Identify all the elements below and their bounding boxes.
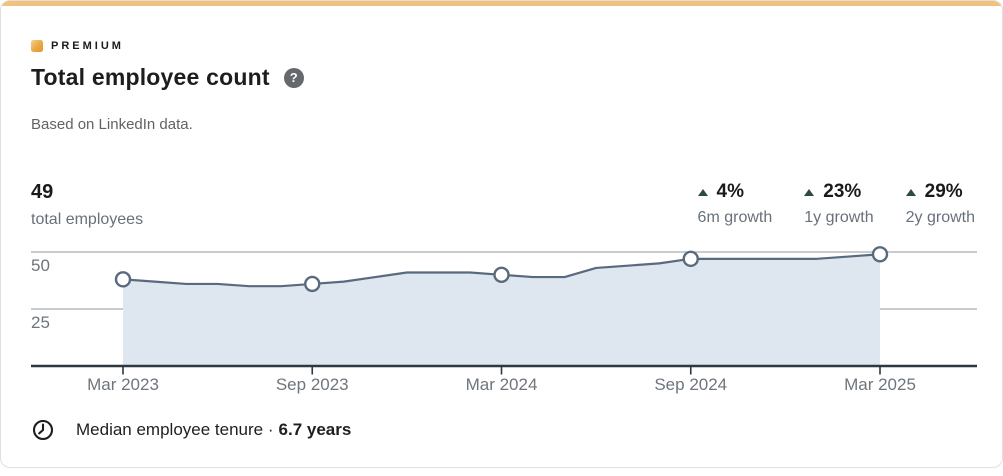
growth-label: 2y growth (905, 209, 975, 226)
growth-stat-2y: 29% 2y growth (905, 181, 975, 227)
growth-stat-6m: 4% 6m growth (697, 181, 773, 227)
growth-value: 23% (823, 181, 862, 202)
data-point-marker[interactable] (871, 246, 889, 263)
growth-value: 29% (924, 181, 963, 202)
growth-value: 4% (716, 181, 745, 202)
data-source-note: Based on LinkedIn data. (31, 116, 193, 133)
up-arrow-icon (905, 188, 916, 196)
up-arrow-icon (697, 188, 708, 196)
data-point-marker[interactable] (114, 271, 132, 288)
data-point-marker[interactable] (682, 250, 699, 268)
help-icon[interactable]: ? (283, 67, 304, 88)
growth-stat-1y: 23% 1y growth (804, 181, 874, 227)
x-axis-tick-label: Mar 2025 (844, 375, 916, 394)
page-title: Total employee count (31, 64, 270, 90)
up-arrow-icon (804, 188, 815, 196)
title-row: Total employee count ? (31, 64, 304, 91)
data-point-marker[interactable] (304, 275, 321, 293)
growth-stats: 4% 6m growth 23% 1y growth 29% 2y growth (697, 181, 975, 227)
y-axis-tick-label: 25 (31, 313, 50, 332)
premium-badge: PREMIUM (31, 40, 124, 52)
premium-badge-label: PREMIUM (51, 40, 124, 52)
data-point-marker[interactable] (493, 266, 510, 283)
clock-icon (32, 419, 54, 441)
y-axis-tick-label: 50 (31, 256, 50, 275)
x-axis-tick-label: Sep 2024 (654, 375, 727, 394)
x-axis-tick-label: Mar 2024 (466, 375, 538, 394)
x-axis-tick-label: Sep 2023 (276, 375, 349, 394)
total-employees-stat: 49 total employees (31, 181, 143, 229)
premium-gold-bar (1, 1, 1002, 6)
employee-count-label: total employees (31, 211, 144, 228)
growth-label: 1y growth (804, 209, 874, 226)
x-axis-tick-label: Mar 2023 (87, 375, 159, 394)
tenure-label: Median employee tenure · (76, 420, 274, 439)
median-tenure-row: Median employee tenure · 6.7 years (31, 418, 351, 442)
growth-label: 6m growth (697, 209, 773, 226)
employee-count-value: 49 (31, 181, 54, 203)
premium-icon (31, 40, 43, 52)
tenure-value: 6.7 years (278, 420, 352, 439)
